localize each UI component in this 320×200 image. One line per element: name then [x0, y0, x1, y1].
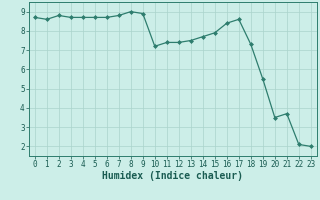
X-axis label: Humidex (Indice chaleur): Humidex (Indice chaleur) [102, 171, 243, 181]
